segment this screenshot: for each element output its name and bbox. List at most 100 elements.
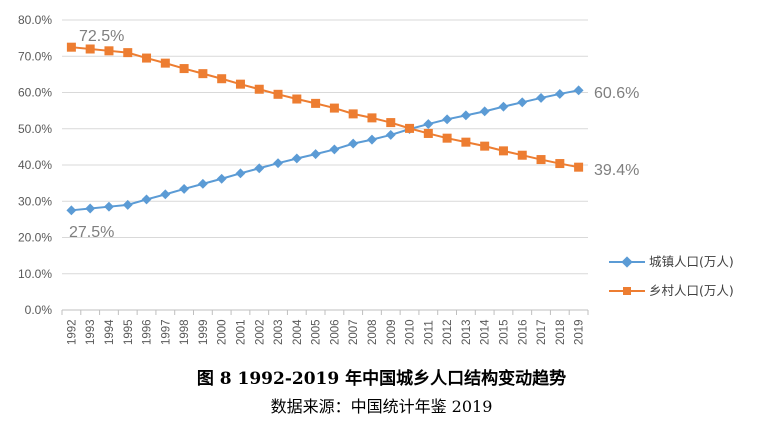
x-tick-label: 2014 (480, 319, 492, 345)
data-point (310, 149, 321, 160)
data-point (179, 64, 189, 74)
data-point (536, 155, 546, 165)
data-point (573, 85, 584, 96)
data-point (179, 183, 190, 194)
data-point (329, 144, 340, 155)
data-point (217, 74, 227, 84)
y-tick-label: 50.0% (18, 122, 52, 136)
data-point (85, 203, 96, 214)
data-point (386, 118, 396, 128)
data-point (273, 158, 283, 169)
figure-caption: 图 8 1992-2019 年中国城乡人口结构变动趋势 (196, 369, 567, 389)
x-tick-label: 2007 (348, 319, 360, 345)
x-tick-label: 2006 (329, 319, 341, 345)
data-point (461, 137, 471, 147)
x-tick-label: 1993 (85, 319, 97, 345)
data-point (329, 103, 339, 113)
legend-item-urban: 城镇人口(万人) (609, 254, 734, 269)
data-label-urban-end: 60.6% (594, 85, 639, 102)
data-point (479, 106, 490, 117)
data-point (536, 92, 546, 103)
data-point (216, 173, 227, 184)
x-tick-label: 2001 (235, 319, 247, 345)
x-tick-label: 1999 (198, 319, 210, 345)
x-tick-label: 1996 (142, 319, 154, 345)
data-label-rural-start: 72.5% (79, 28, 124, 45)
x-tick-label: 2016 (517, 319, 529, 345)
x-tick-label: 2002 (254, 319, 266, 345)
y-tick-label: 70.0% (18, 49, 52, 63)
data-point (442, 133, 452, 143)
data-point (85, 44, 95, 54)
x-tick-label: 2017 (536, 319, 548, 345)
x-tick-label: 2000 (217, 319, 229, 345)
data-point (104, 46, 114, 56)
data-point (517, 150, 527, 160)
y-tick-label: 0.0% (25, 303, 53, 317)
x-tick-label: 2008 (367, 319, 379, 345)
legend: 城镇人口(万人) 乡村人口(万人) (609, 254, 734, 298)
data-point (385, 129, 396, 140)
data-point (348, 109, 358, 119)
data-point (235, 79, 245, 89)
y-tick-label: 60.0% (18, 86, 52, 100)
y-tick-label: 80.0% (18, 13, 52, 27)
legend-urban-marker (621, 256, 633, 268)
data-point (498, 146, 508, 156)
data-point (480, 141, 490, 151)
data-point (291, 153, 302, 164)
legend-rural-label: 乡村人口(万人) (649, 283, 734, 298)
x-tick-label: 2004 (292, 319, 304, 345)
data-point (198, 69, 208, 79)
data-point (254, 84, 264, 94)
data-point (66, 205, 77, 216)
y-tick-label: 40.0% (18, 158, 52, 172)
data-source: 数据来源：中国统计年鉴 2019 (270, 397, 493, 416)
x-tick-label: 2009 (386, 319, 398, 345)
data-point (235, 168, 246, 179)
y-axis-tick-labels: 0.0% 10.0% 20.0% 30.0% 40.0% 50.0% 60.0% 70.0% 8… (18, 13, 52, 317)
x-tick-label: 2013 (461, 319, 473, 345)
x-tick-label: 2019 (574, 319, 586, 345)
series-rural (66, 42, 584, 172)
series-group (66, 42, 584, 216)
x-tick-label: 2011 (423, 320, 435, 345)
legend-item-rural: 乡村人口(万人) (609, 283, 734, 298)
y-tick-label: 10.0% (18, 267, 52, 281)
legend-rural-marker (623, 287, 631, 295)
x-tick-label: 1995 (123, 319, 135, 345)
series-line (71, 46, 579, 169)
legend-urban-label: 城镇人口(万人) (649, 254, 734, 269)
data-point (442, 114, 453, 125)
series-line (71, 89, 579, 212)
data-point (367, 113, 377, 123)
x-tick-label: 2018 (555, 319, 567, 345)
data-point (405, 123, 415, 133)
data-point (122, 199, 133, 210)
data-label-urban-start: 27.5% (69, 224, 114, 241)
data-point (460, 110, 471, 121)
data-point (66, 42, 76, 52)
data-point (498, 101, 509, 112)
data-point (555, 159, 565, 169)
x-tick-label: 2003 (273, 319, 285, 345)
x-tick-label: 2015 (498, 319, 510, 345)
data-point (311, 98, 321, 108)
x-tick-label: 2012 (442, 319, 454, 345)
data-point (348, 138, 359, 149)
data-point (423, 128, 433, 138)
x-tick-label: 1998 (179, 319, 191, 345)
data-point (160, 189, 171, 200)
x-tick-label: 2005 (311, 319, 323, 345)
data-point (273, 89, 283, 99)
x-tick-label: 1994 (104, 319, 116, 345)
data-point (160, 58, 170, 68)
x-tick-label: 2010 (405, 319, 417, 345)
x-tick-label: 1997 (160, 319, 172, 345)
data-point (292, 94, 302, 104)
data-point (254, 163, 265, 174)
data-point (423, 119, 434, 129)
data-point (142, 53, 152, 63)
data-point (123, 48, 133, 58)
data-point (367, 134, 377, 145)
